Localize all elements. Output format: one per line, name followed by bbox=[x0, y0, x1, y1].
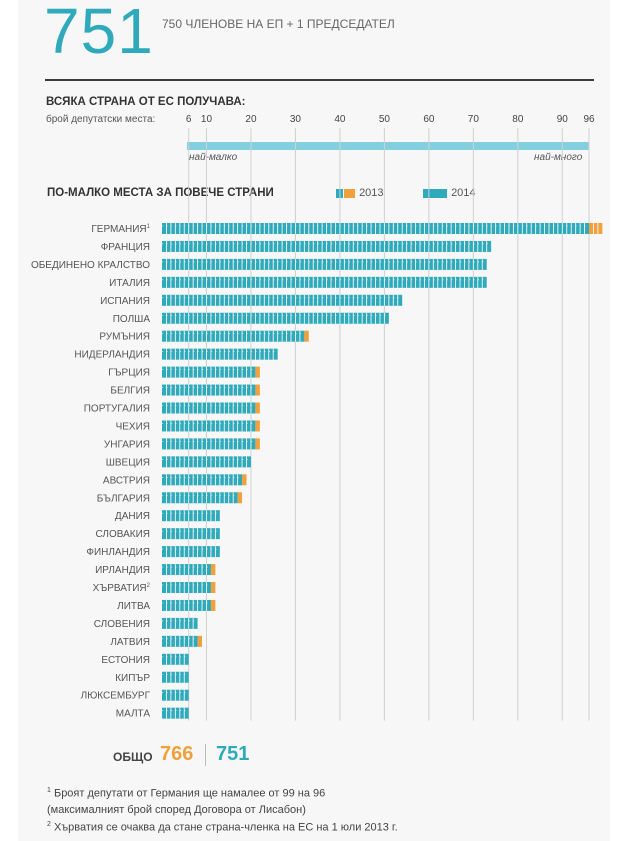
scale-tick-label: 6 bbox=[185, 114, 192, 125]
scale-label: брой депутатски места: bbox=[46, 114, 156, 125]
country-label: ЛАТВИЯ bbox=[110, 637, 150, 648]
country-label: ФИНЛАНДИЯ bbox=[86, 547, 150, 558]
country-label: НИДЕРЛАНДИЯ bbox=[74, 350, 150, 361]
scale-tick-label: 10 bbox=[200, 114, 213, 125]
footnote-mark: 1 bbox=[147, 224, 151, 230]
legend-item-2014: 2014 bbox=[423, 187, 476, 199]
country-label: ЕСТОНИЯ bbox=[101, 655, 150, 666]
bar-2014 bbox=[162, 564, 211, 576]
seats-subtitle: 750 ЧЛЕНОВЕ НА ЕП + 1 ПРЕДСЕДАТЕЛ bbox=[162, 17, 395, 31]
bar-2014 bbox=[162, 258, 487, 270]
chart-title: ПО-МАЛКО МЕСТА ЗА ПОВЕЧЕ СТРАНИ bbox=[47, 187, 274, 199]
bar-2013-extra bbox=[210, 599, 216, 611]
country-label: УНГАРИЯ bbox=[104, 439, 150, 450]
legend-label-2014: 2014 bbox=[451, 187, 476, 199]
footnote-2: 2 Хърватия се очаква да стане страна-чле… bbox=[47, 821, 398, 834]
bar-2013-extra bbox=[197, 635, 203, 647]
bar-2014 bbox=[162, 438, 256, 450]
bar-2013-extra bbox=[210, 564, 216, 576]
country-label: ХЪРВАТИЯ2 bbox=[93, 583, 151, 594]
bar-2014 bbox=[162, 582, 211, 593]
footnote-1-text: Броят депутати от Германия ще намалее от… bbox=[53, 787, 326, 800]
country-label: ИРЛАНДИЯ bbox=[95, 565, 150, 576]
footnote-2-mark: 2 bbox=[47, 821, 51, 828]
footnote-2-text: Хърватия се очаква да стане страна-членк… bbox=[53, 821, 398, 834]
footnote-1-mark: 1 bbox=[47, 787, 51, 794]
bar-2014 bbox=[162, 384, 256, 396]
bar-2013-extra bbox=[255, 384, 260, 396]
footnote-mark: 2 bbox=[147, 583, 151, 589]
bar-2014 bbox=[162, 492, 238, 504]
country-label: ФРАНЦИЯ bbox=[101, 242, 150, 253]
bar-2013-extra bbox=[304, 330, 309, 342]
bar-2013-extra bbox=[255, 402, 260, 414]
scale-tick-label: 90 bbox=[556, 114, 568, 125]
scale-tick-label: 60 bbox=[423, 114, 435, 125]
bar-2014 bbox=[162, 366, 256, 378]
country-label: РУМЪНИЯ bbox=[99, 332, 150, 343]
bar-2014 bbox=[162, 402, 256, 414]
bar-2013-extra bbox=[255, 438, 260, 450]
country-label: КИПЪР bbox=[115, 673, 150, 684]
country-label: ГЕРМАНИЯ1 bbox=[91, 224, 150, 235]
bar-2014 bbox=[162, 528, 220, 540]
bar-2014 bbox=[162, 276, 487, 288]
country-label: СЛОВЕНИЯ bbox=[94, 619, 150, 630]
bar-2014 bbox=[162, 510, 220, 522]
country-label: ДАНИЯ bbox=[115, 511, 150, 522]
country-label: ЧЕХИЯ bbox=[116, 421, 150, 432]
country-label: ЛИТВА bbox=[117, 601, 150, 612]
scale-tick-label: 80 bbox=[512, 114, 524, 125]
country-label: ГЪРЦИЯ bbox=[108, 368, 150, 379]
seat-range-bar bbox=[187, 142, 589, 150]
country-label: МАЛТА bbox=[116, 709, 151, 720]
scale-tick-label: 40 bbox=[334, 114, 346, 125]
footnote-1-cont-text: (максималният брой според Договора от Ли… bbox=[47, 804, 306, 816]
country-label: ПОЛША bbox=[113, 314, 151, 325]
legend-label-2013: 2013 bbox=[359, 187, 384, 199]
footnote-1: 1 Броят депутати от Германия ще намалее … bbox=[47, 787, 325, 800]
bar-2013-extra bbox=[237, 492, 243, 504]
bar-2013-extra bbox=[589, 223, 603, 234]
country-label: БЪЛГАРИЯ bbox=[97, 493, 150, 504]
scale-tick-label: 50 bbox=[378, 114, 390, 125]
bar-2014 bbox=[162, 546, 220, 558]
scale-tick-label: 96 bbox=[583, 114, 595, 125]
country-label: ПОРТУГАЛИЯ bbox=[84, 404, 150, 415]
country-label: ЛЮКСЕМБУРГ bbox=[81, 691, 151, 702]
bar-2014 bbox=[162, 312, 389, 324]
country-label: ШВЕЦИЯ bbox=[106, 457, 150, 468]
bar-2014 bbox=[162, 420, 256, 432]
scale-tick-label: 30 bbox=[289, 114, 301, 125]
total-2013-value: 766 bbox=[160, 743, 194, 765]
header-divider bbox=[45, 79, 594, 81]
scale-title: ВСЯКА СТРАНА ОТ ЕС ПОЛУЧАВА: bbox=[46, 96, 246, 108]
bar-2014 bbox=[162, 599, 211, 611]
country-label: АВСТРИЯ bbox=[103, 475, 150, 486]
bar-2013-extra bbox=[210, 582, 216, 593]
scale-tick-label: 20 bbox=[245, 114, 257, 125]
country-label: БЕЛГИЯ bbox=[110, 386, 150, 397]
total-separator bbox=[205, 744, 206, 766]
legend-swatch-2014 bbox=[423, 188, 447, 198]
scale-min-label: най-малко bbox=[189, 152, 238, 163]
total-2014-value: 751 bbox=[216, 743, 250, 765]
country-label: ИТАЛИЯ bbox=[109, 278, 150, 289]
country-label: СЛОВАКИЯ bbox=[96, 529, 150, 540]
bar-2013-extra bbox=[255, 366, 260, 378]
country-label: ОБЕДИНЕНО КРАЛСТВО bbox=[31, 260, 150, 271]
scale-max-label: най-много bbox=[534, 152, 583, 163]
bar-2013-extra bbox=[255, 420, 260, 432]
footnote-1-cont: (максималният брой според Договора от Ли… bbox=[47, 804, 306, 816]
scale-tick-label: 70 bbox=[467, 114, 479, 125]
total-label: ОБЩО bbox=[113, 750, 153, 764]
legend-swatch-orange bbox=[344, 188, 355, 198]
infographic-background bbox=[18, 0, 610, 841]
total-seats-number: 751 bbox=[44, 0, 154, 67]
country-label: ИСПАНИЯ bbox=[100, 296, 150, 307]
bar-2013-extra bbox=[242, 474, 247, 486]
